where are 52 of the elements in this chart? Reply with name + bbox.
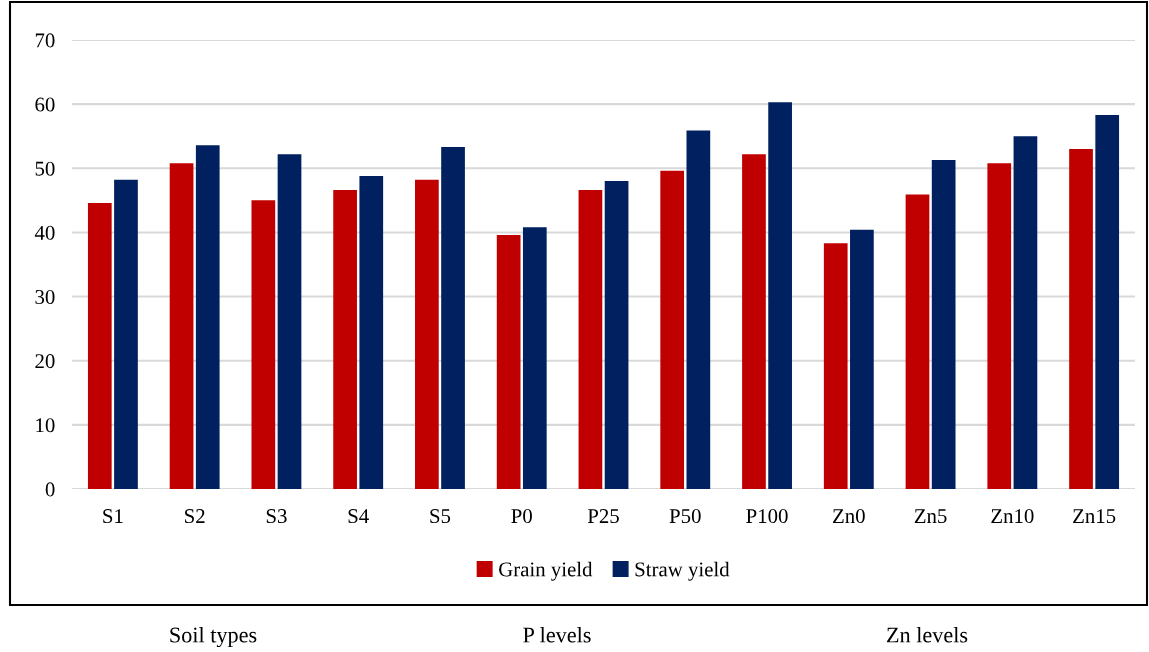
x-tick-label: S3 xyxy=(266,509,287,524)
y-tick-label: 60 xyxy=(35,97,55,112)
bar xyxy=(359,175,384,489)
y-tick-label: 70 xyxy=(35,33,55,48)
legend-label: Grain yield xyxy=(499,561,593,581)
bar xyxy=(496,234,521,489)
bar xyxy=(169,163,194,489)
bar xyxy=(522,227,547,489)
x-tick-label: S1 xyxy=(103,509,123,524)
x-tick-label: Zn5 xyxy=(914,509,947,524)
x-tick-label: Zn0 xyxy=(833,509,865,524)
bar xyxy=(987,163,1012,489)
y-tick-label: 20 xyxy=(35,354,55,369)
bar xyxy=(905,194,930,489)
bar xyxy=(686,130,711,489)
y-tick-label: 10 xyxy=(36,418,55,433)
x-tick-label: Zn10 xyxy=(991,509,1034,524)
x-tick-label: S2 xyxy=(185,509,205,524)
bar xyxy=(415,179,439,489)
bar xyxy=(87,202,112,489)
bar xyxy=(277,154,302,489)
bar xyxy=(251,200,276,489)
x-tick-label: Zn15 xyxy=(1073,509,1116,524)
y-tick-label: 40 xyxy=(34,225,55,240)
bar xyxy=(195,145,220,489)
bar xyxy=(742,154,766,489)
legend-label: Straw yield xyxy=(635,561,730,581)
x-tick-label: P100 xyxy=(746,509,788,524)
x-tick-label: S4 xyxy=(348,509,369,524)
bar xyxy=(114,179,138,489)
x-tick-label: P25 xyxy=(587,509,619,524)
bar xyxy=(333,190,357,489)
bar xyxy=(931,159,956,489)
bar xyxy=(660,170,685,489)
bar xyxy=(823,243,848,489)
text: Zn levels xyxy=(887,626,968,643)
bar xyxy=(441,147,465,489)
y-tick-label: 0 xyxy=(45,482,55,497)
y-tick-label: 30 xyxy=(35,289,55,304)
text: P levels xyxy=(523,626,591,643)
x-tick-label: P0 xyxy=(511,509,532,524)
bar xyxy=(1095,115,1120,489)
bar xyxy=(578,190,603,489)
text: Soil types xyxy=(170,626,257,648)
bar xyxy=(1013,136,1038,489)
x-tick-label: S5 xyxy=(430,509,451,524)
x-tick-label: P50 xyxy=(669,509,701,524)
bar xyxy=(850,229,874,489)
y-tick-label: 50 xyxy=(35,161,55,176)
bar xyxy=(1069,149,1093,489)
bar xyxy=(768,102,792,489)
bar xyxy=(604,181,629,489)
